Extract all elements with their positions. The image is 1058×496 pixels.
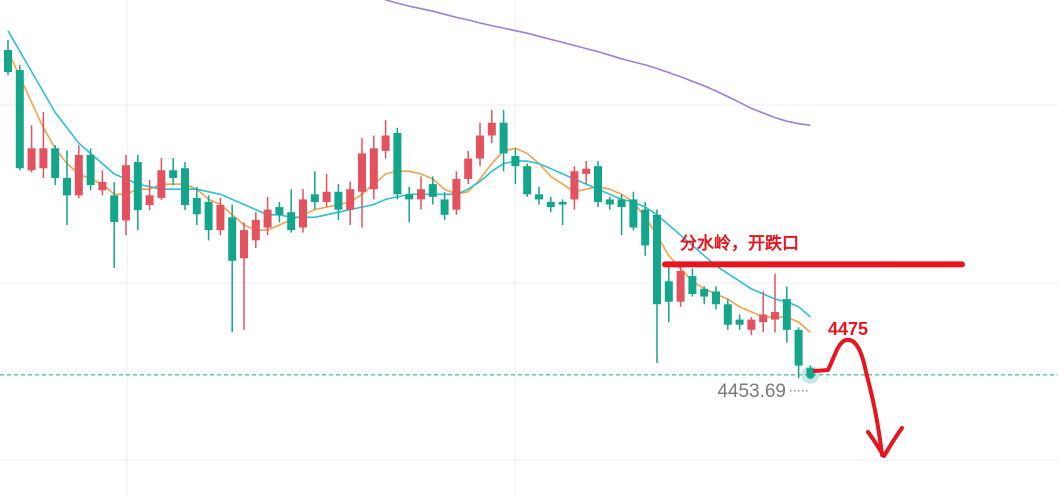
candle-body	[605, 199, 614, 205]
candle-body	[181, 168, 189, 206]
candle-body	[735, 319, 744, 325]
candle-body	[523, 166, 532, 195]
candle-body	[393, 132, 402, 195]
candle-body	[63, 177, 71, 196]
candle-body	[74, 154, 83, 196]
candle-body	[464, 158, 473, 179]
candle-body	[546, 201, 555, 208]
candle-body	[369, 148, 378, 190]
annotation: 分水岭，开跌口	[680, 233, 799, 254]
candle-body	[86, 154, 95, 186]
candle-body	[240, 230, 248, 259]
candle-body	[487, 122, 496, 136]
candle-body	[570, 171, 579, 200]
candle-body	[346, 189, 355, 210]
candle-body	[204, 201, 213, 231]
hand-drawn-arrow	[813, 337, 904, 458]
candle-body	[617, 199, 626, 208]
candle-body	[15, 70, 24, 169]
candle-body	[629, 199, 638, 228]
candle-body	[676, 271, 685, 302]
candle-body	[310, 194, 319, 202]
cursor	[806, 370, 815, 379]
candle-body	[4, 50, 12, 73]
candle-body	[499, 122, 508, 154]
candle-body	[771, 311, 779, 320]
candle-body	[169, 170, 178, 178]
candle-body	[641, 209, 650, 246]
candle-body	[511, 155, 520, 167]
candle-body	[51, 148, 60, 178]
candle-body	[723, 304, 732, 325]
candle-body	[381, 135, 390, 151]
candle-body	[794, 329, 803, 366]
candle-body	[582, 168, 591, 174]
candle-body	[594, 166, 602, 202]
candle-body	[157, 170, 166, 198]
candle-body	[440, 199, 449, 215]
candle-body	[782, 299, 791, 330]
candle-body	[747, 319, 756, 330]
candle-body	[476, 135, 484, 159]
candle-body	[287, 212, 296, 231]
candle-body	[110, 195, 119, 222]
candle-body	[98, 182, 107, 191]
candle-body	[27, 148, 36, 171]
candle-body	[322, 191, 331, 202]
candle-body	[145, 195, 154, 206]
candle-body	[712, 291, 720, 305]
ma-line	[385, 0, 811, 127]
candle-body	[216, 205, 225, 231]
candle-body	[428, 184, 437, 197]
candle-body	[535, 194, 543, 200]
candle-body	[228, 217, 237, 261]
last-price-label: 4453.69	[717, 381, 786, 402]
candle-body	[133, 162, 142, 211]
candle-body	[263, 209, 272, 228]
candle-body	[688, 276, 697, 295]
candle-body	[299, 199, 307, 228]
candle-body	[405, 194, 414, 200]
candle-body	[275, 207, 284, 215]
candle-body	[653, 214, 661, 305]
candle-body	[664, 281, 673, 302]
candle-body	[700, 288, 709, 297]
plot: 4453.69	[0, 0, 1058, 402]
candle-body	[358, 153, 366, 192]
candle-body	[39, 148, 48, 169]
candle-body	[759, 314, 768, 323]
annotation: 4475	[828, 319, 868, 339]
candle-body	[122, 165, 130, 221]
candle-body	[452, 178, 461, 210]
candle-body	[417, 189, 425, 200]
candle-body	[192, 197, 201, 215]
candle-body	[251, 219, 260, 241]
candle-body	[334, 191, 343, 210]
candle-body	[558, 201, 567, 205]
